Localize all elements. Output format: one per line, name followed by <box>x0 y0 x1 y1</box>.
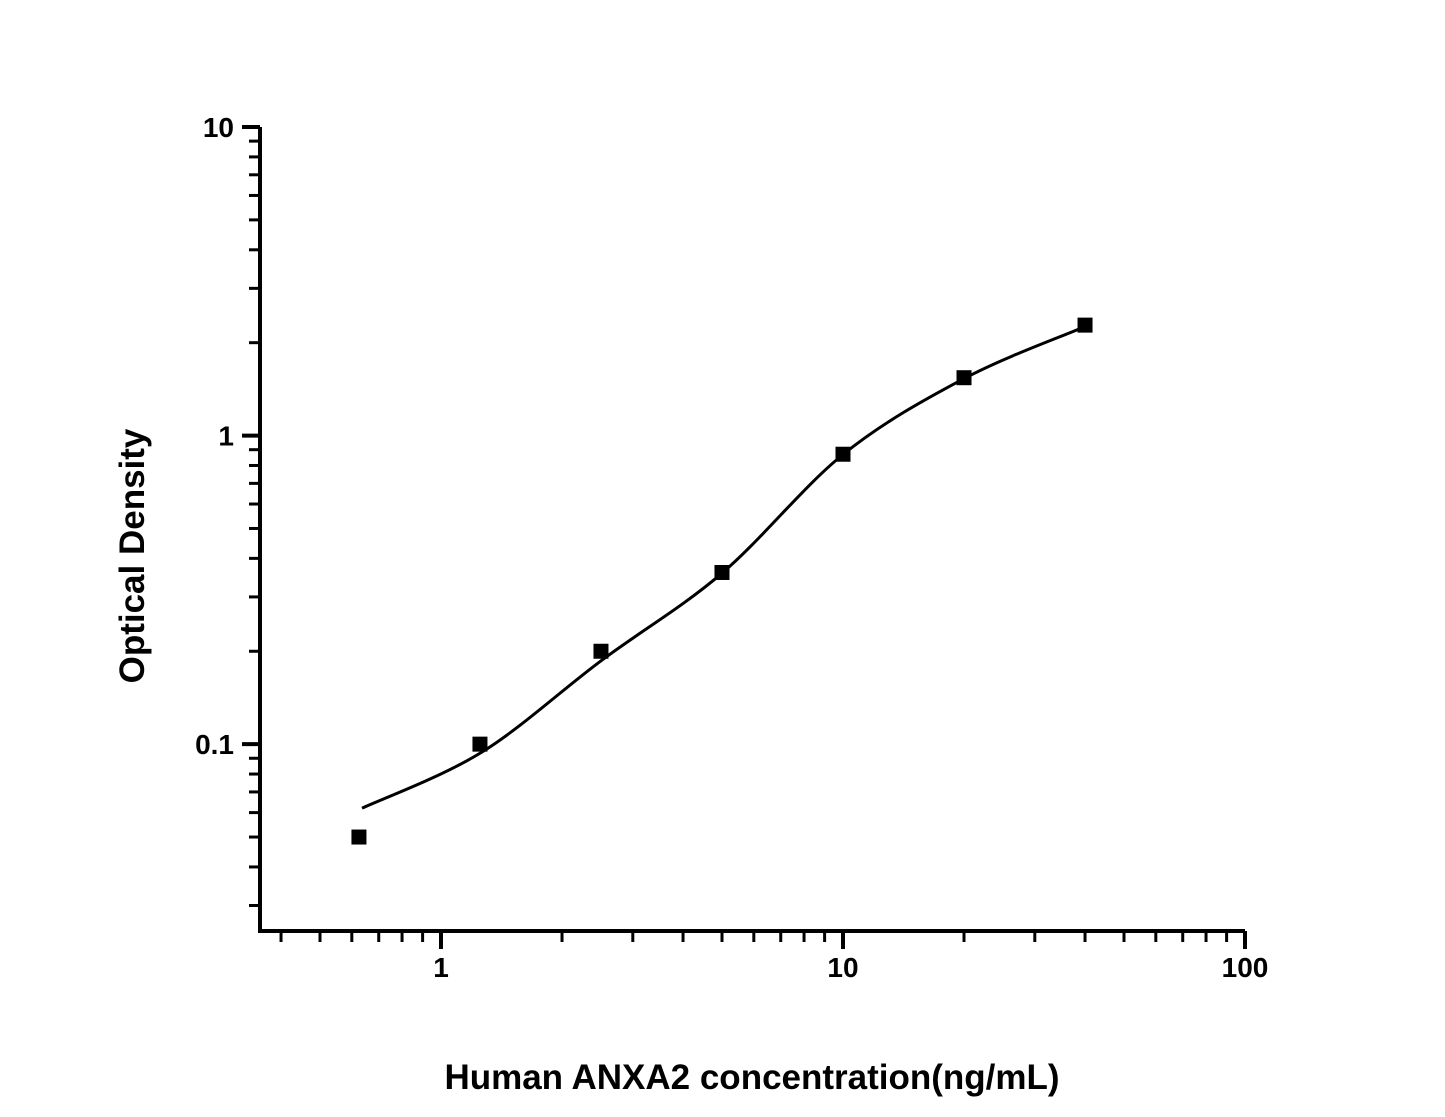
tick-label-layer: 1 10 100 10 1 0.1 <box>195 112 1268 983</box>
y-axis-title: Optical Density <box>113 428 152 684</box>
data-point <box>835 446 851 462</box>
y-tick-label: 10 <box>203 112 234 143</box>
data-point <box>351 829 367 845</box>
data-point <box>956 370 972 386</box>
data-points-layer <box>351 317 1093 845</box>
y-tick-label: 1 <box>218 421 234 452</box>
x-tick-label: 10 <box>827 952 858 983</box>
data-point <box>593 643 609 659</box>
y-tick-label: 0.1 <box>195 729 234 760</box>
data-point <box>472 736 488 752</box>
x-tick-label: 1 <box>433 952 449 983</box>
data-point <box>1077 317 1093 333</box>
data-point <box>714 564 730 580</box>
x-tick-label: 100 <box>1222 952 1269 983</box>
x-axis-title: Human ANXA2 concentration(ng/mL) <box>444 1058 1060 1097</box>
axes-layer <box>242 125 1247 949</box>
